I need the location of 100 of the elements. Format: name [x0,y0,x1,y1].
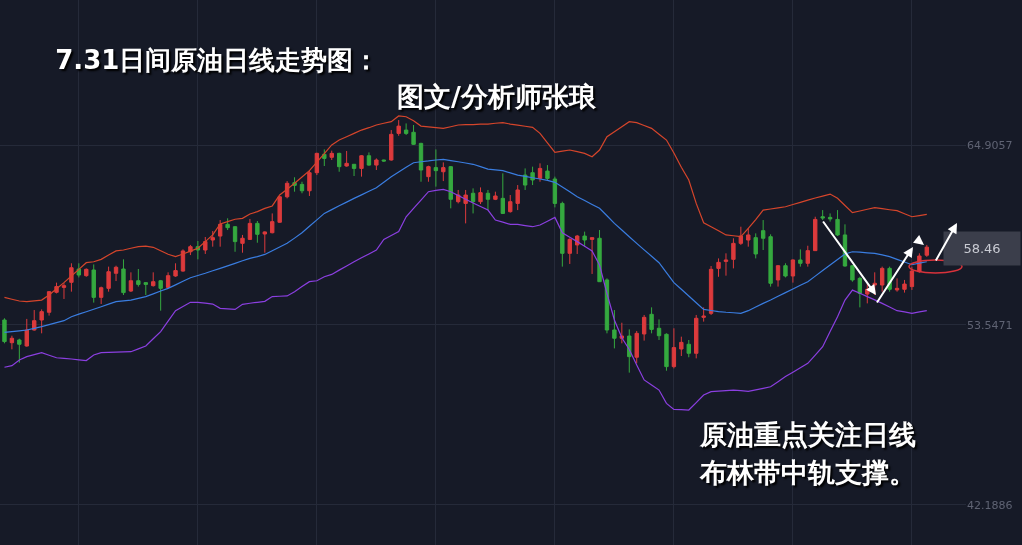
line-series [3,158,928,333]
candlestick [612,309,617,349]
candlestick [872,271,877,296]
candlestick [850,264,855,283]
annotation: 图文/分析师张琅 [397,81,597,112]
candlestick [545,164,550,181]
y-tick-label: 42.1886 [967,498,1013,512]
annotation: 布林带中轨支撑。 [699,457,916,488]
candlestick [217,219,223,248]
candlestick [679,336,684,357]
candlestick [151,271,156,288]
candlestick [716,257,721,278]
candlestick [76,262,82,278]
text: 58.46 [963,241,1001,256]
candlestick [879,266,885,293]
candlestick [530,166,535,186]
candlestick [299,181,305,194]
candlestick [128,271,134,293]
candlestick [567,237,572,265]
candlestick [232,225,238,253]
candlestick [463,189,468,224]
candlestick [470,187,476,214]
candlestick [262,230,267,254]
candlestick [656,318,662,341]
candlestick [746,227,751,248]
candlestick [738,226,744,246]
candlestick [686,339,691,358]
candlestick [336,152,342,173]
candlestick [136,268,141,288]
candlestick [277,195,282,224]
candlestick [508,194,513,214]
candlestick [909,266,915,291]
candlestick [255,220,260,244]
y-tick-label: 64.9057 [967,138,1013,152]
candlestick [857,276,863,308]
candlestick [835,209,840,237]
candlestick [381,159,386,163]
text: 7.31日间原油日线走势图： [55,45,380,76]
candlestick [351,163,357,177]
candlestick [597,229,602,283]
candlestick [619,322,625,344]
candlestick [790,258,796,284]
candlestick [158,279,163,312]
candlestick [485,189,491,211]
candlestick [582,231,587,248]
candlestick [225,217,230,231]
candlestick [589,237,595,275]
candlestick [493,191,498,201]
candlestick [813,216,818,252]
candlestick [39,308,44,334]
candlestick [165,271,171,289]
y-tick-label: 53.5471 [967,318,1013,332]
candlestick [552,176,558,208]
candlestick [448,165,453,209]
candlestick [731,237,736,269]
candlestick [366,151,372,167]
candlestick [500,172,506,215]
candlestick [522,167,528,191]
candlestick [61,282,67,300]
candlestick [389,129,394,162]
candlestick [798,248,803,268]
candlestick [344,150,349,167]
candlestick [433,148,439,188]
candlestick [701,306,706,323]
candlestick [322,148,327,167]
candlestick [515,184,520,211]
candlestick [180,248,186,273]
candlestick [2,317,7,344]
candlestick [783,262,788,278]
candlestick [694,314,699,359]
candlestick [827,212,833,223]
candlestick [560,201,565,268]
candlestick [17,338,22,364]
candlestick [671,327,677,369]
candlestick [805,245,810,268]
candlestick [537,162,543,183]
candlestick [902,279,907,294]
candlestick [329,150,334,161]
line-series [3,115,928,303]
candlestick [91,263,96,304]
candlestick [641,314,647,342]
candlestick [753,232,758,259]
candlestick [247,218,253,241]
candlestick [359,154,364,178]
candlestick [9,335,15,350]
candlestick [924,244,929,258]
candlestick [403,122,409,136]
candlestick [760,219,766,251]
candlestick [723,252,729,277]
candlestick [441,161,446,182]
candlestick [768,233,773,288]
candlestick [411,124,416,146]
candlestick [143,281,148,296]
line-series [3,188,928,411]
candlestick [894,277,900,293]
candlestick [649,306,654,334]
candlestick [173,262,178,278]
candlestick [664,332,669,372]
candlestick [210,230,215,248]
candlestick [121,258,126,296]
